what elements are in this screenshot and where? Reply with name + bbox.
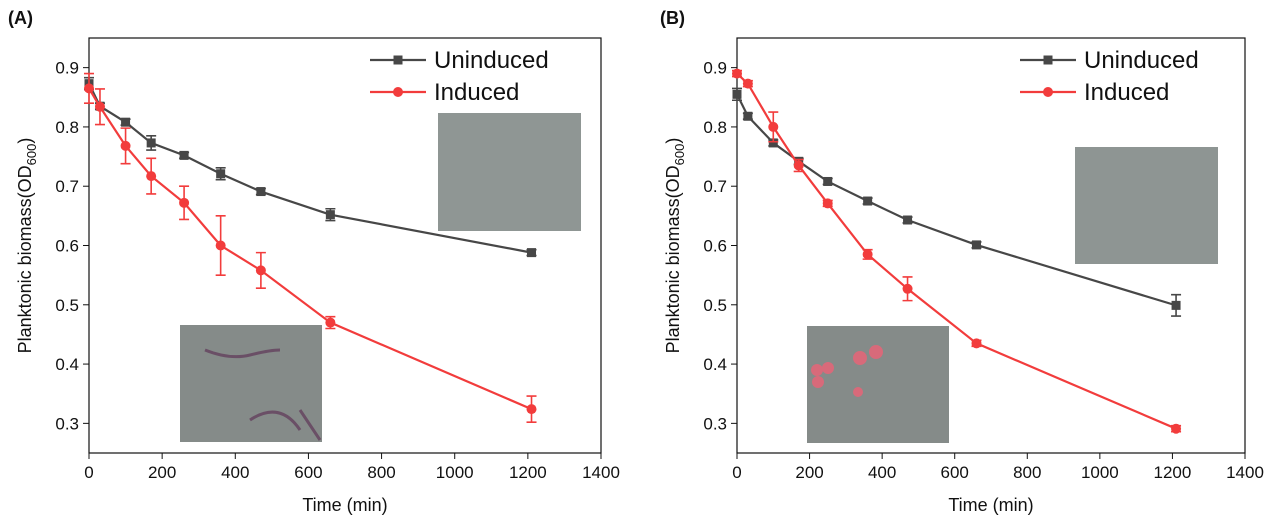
x-axis-label: Time (min) <box>948 495 1033 515</box>
y-tick-label: 0.6 <box>55 237 79 256</box>
x-tick-label: 200 <box>795 463 823 482</box>
y-axis-label-sub: 600 <box>24 144 39 166</box>
plot-frame <box>88 37 602 454</box>
inset-image <box>438 113 581 231</box>
panel-label: (B) <box>660 8 685 28</box>
data-point <box>732 89 742 99</box>
data-point <box>862 249 873 260</box>
data-point <box>863 196 873 206</box>
legend-marker <box>1043 87 1053 97</box>
data-point <box>216 169 226 179</box>
x-tick-label: 400 <box>868 463 896 482</box>
data-point <box>146 171 157 182</box>
x-tick-label: 0 <box>84 463 93 482</box>
data-point <box>732 68 742 79</box>
inset-image <box>807 326 949 443</box>
legend-label: Uninduced <box>434 47 549 74</box>
y-tick-label: 0.7 <box>55 177 79 196</box>
x-tick-label: 1200 <box>509 463 547 482</box>
data-point <box>325 210 335 220</box>
data-point <box>120 140 131 151</box>
data-point <box>146 138 156 148</box>
x-tick-label: 1000 <box>1081 463 1119 482</box>
x-tick-label: 1400 <box>582 463 620 482</box>
data-point <box>215 240 226 251</box>
inset-image <box>180 325 322 442</box>
y-tick-label: 0.3 <box>55 414 79 433</box>
data-point <box>1171 423 1182 434</box>
data-point <box>179 197 190 208</box>
x-tick-label: 200 <box>148 463 176 482</box>
y-tick-label: 0.8 <box>55 118 79 137</box>
data-point <box>255 265 266 276</box>
data-point <box>971 240 981 250</box>
x-tick-label: 600 <box>941 463 969 482</box>
y-axis-label-sub: 600 <box>672 144 687 166</box>
x-tick-label: 800 <box>367 463 395 482</box>
data-point <box>971 338 982 349</box>
inset-detail <box>811 345 883 397</box>
data-point <box>84 83 94 94</box>
y-axis-label: Planktonic biomass(OD600) <box>663 138 687 354</box>
y-tick-label: 0.9 <box>55 59 79 78</box>
data-point <box>793 160 804 171</box>
x-tick-label: 0 <box>732 463 741 482</box>
data-point <box>822 198 833 209</box>
y-axis-label-end: ) <box>663 138 683 144</box>
panel-label: (A) <box>8 8 33 28</box>
y-tick-label: 0.7 <box>703 177 727 196</box>
legend-marker <box>1043 55 1053 65</box>
y-tick-label: 0.5 <box>55 296 79 315</box>
data-point <box>768 121 779 132</box>
y-axis-label-end: ) <box>15 138 35 144</box>
x-tick-label: 1400 <box>1226 463 1264 482</box>
y-axis-label-text: Planktonic biomass(OD <box>663 165 683 353</box>
data-point <box>526 404 537 415</box>
y-tick-label: 0.5 <box>703 296 727 315</box>
y-tick-label: 0.4 <box>703 355 727 374</box>
y-tick-label: 0.9 <box>703 59 727 78</box>
inset-image <box>1075 147 1218 264</box>
x-tick-label: 600 <box>294 463 322 482</box>
data-point <box>325 317 336 328</box>
data-point <box>256 187 266 197</box>
y-tick-label: 0.4 <box>55 355 79 374</box>
panel: (B) 0 200 400 600 800 1000 1200 1400 0.3 0.4 0.5 0.6… <box>660 8 1264 515</box>
x-tick-label: 1000 <box>436 463 474 482</box>
data-point <box>1171 300 1181 310</box>
y-axis-label: Planktonic biomass(OD600) <box>15 138 39 354</box>
x-tick-label: 400 <box>221 463 249 482</box>
data-point <box>527 248 537 258</box>
data-point <box>902 283 913 294</box>
x-tick-label: 1200 <box>1154 463 1192 482</box>
y-tick-label: 0.3 <box>703 414 727 433</box>
y-axis-label-text: Planktonic biomass(OD <box>15 165 35 353</box>
panel: (A) 0 200 400 600 800 1000 1200 1400 0.3 0.4 0.5 0.6… <box>8 8 620 515</box>
legend-label: Uninduced <box>1084 47 1199 74</box>
data-point <box>903 215 913 225</box>
y-tick-label: 0.8 <box>703 118 727 137</box>
data-point <box>768 138 778 148</box>
x-tick-label: 800 <box>1013 463 1041 482</box>
data-point <box>94 101 105 112</box>
data-point <box>742 78 753 89</box>
legend-label: Induced <box>434 79 519 106</box>
data-point <box>823 176 833 186</box>
legend-marker <box>393 55 403 65</box>
x-axis-label: Time (min) <box>302 495 387 515</box>
inset-detail <box>204 348 322 441</box>
data-point <box>743 111 753 121</box>
data-point <box>179 150 189 160</box>
legend-marker <box>393 87 403 97</box>
y-tick-label: 0.6 <box>703 237 727 256</box>
legend-label: Induced <box>1084 79 1169 106</box>
data-point <box>121 117 131 127</box>
